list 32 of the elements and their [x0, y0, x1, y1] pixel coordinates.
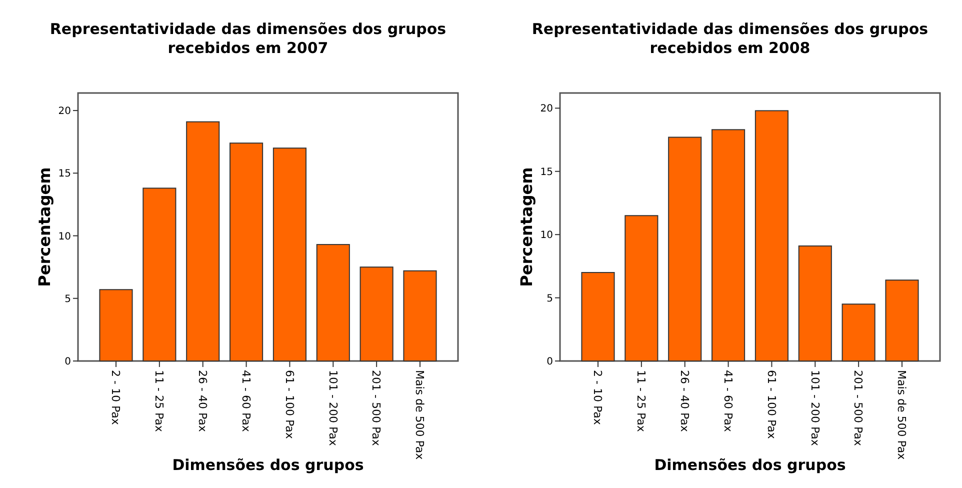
x-tick-label: 2 - 10 Pax: [591, 370, 604, 426]
y-tick-label: 5: [64, 294, 71, 305]
y-tick-label: 15: [58, 168, 71, 180]
y-axis-title: Percentagem: [517, 167, 536, 287]
x-tick-label: 11 - 25 Pax: [634, 370, 648, 432]
x-axis-title: Dimensões dos grupos: [172, 456, 364, 474]
x-tick-label: 11 - 25 Pax: [152, 370, 166, 432]
x-tick-label: 61 - 100 Pax: [282, 370, 296, 440]
y-tick-label: 15: [540, 166, 553, 178]
x-tick-label: 41 - 60 Pax: [721, 370, 734, 432]
y-tick-label: 10: [540, 230, 553, 242]
y-tick-label: 0: [546, 356, 553, 368]
x-tick-label: 41 - 60 Pax: [239, 370, 252, 432]
x-tick-label: Mais de 500 Pax: [413, 370, 426, 460]
x-tick-label: 101 - 200 Pax: [808, 370, 822, 446]
x-tick-label: 61 - 100 Pax: [764, 370, 778, 440]
y-tick-label: 20: [540, 104, 553, 115]
x-tick-label: 201 - 500 Pax: [852, 370, 865, 446]
x-axis-title: Dimensões dos grupos: [654, 456, 846, 474]
y-tick-label: 20: [58, 106, 71, 118]
x-tick-label: 26 - 40 Pax: [678, 370, 692, 432]
x-tick-label: Mais de 500 Pax: [895, 370, 908, 460]
y-axis-title: Percentagem: [35, 167, 54, 287]
chart-title: Representatividade das dimensões dos grupos recebidos em 2008: [532, 20, 928, 57]
x-tick-label: 2 - 10 Pax: [109, 370, 122, 426]
chart-title: Representatividade das dimensões dos grupos recebidos em 2007: [50, 20, 446, 57]
x-tick-label: 201 - 500 Pax: [370, 370, 383, 446]
x-tick-label: 101 - 200 Pax: [326, 370, 340, 446]
y-tick-label: 10: [58, 231, 71, 242]
x-tick-label: 26 - 40 Pax: [196, 370, 210, 432]
y-tick-label: 5: [546, 293, 553, 304]
y-tick-label: 0: [64, 356, 71, 368]
